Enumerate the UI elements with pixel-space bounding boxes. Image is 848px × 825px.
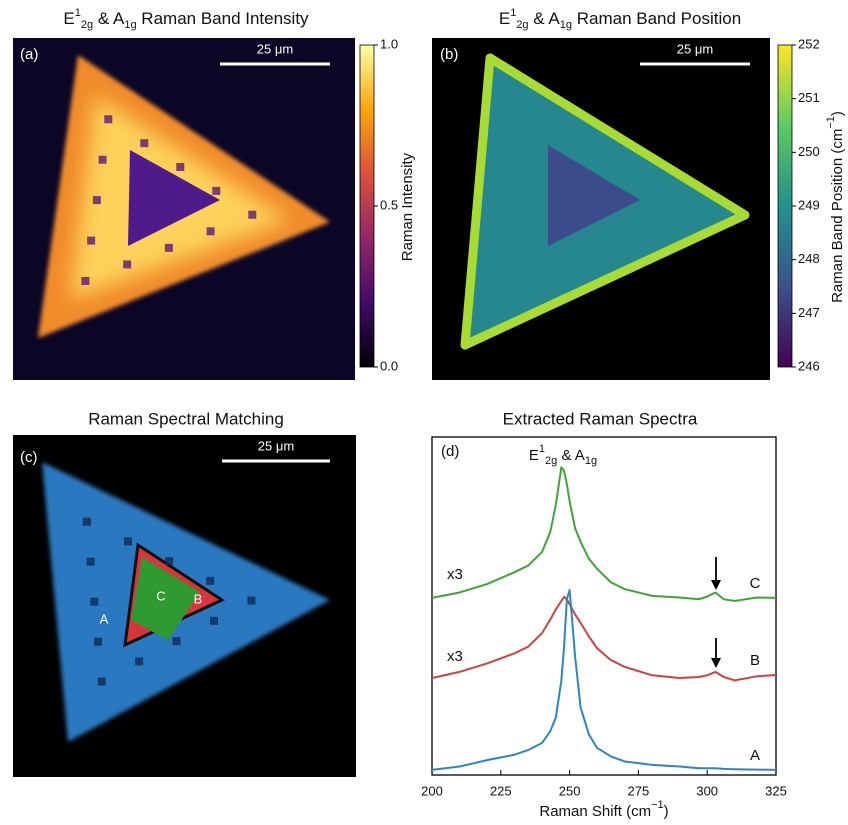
colorbar-tick-label: 1.0 (380, 36, 398, 51)
defect-dot (207, 227, 215, 235)
region-label: A (100, 611, 109, 626)
scale-bar-label: 25 μm (677, 41, 713, 56)
colorbar-tick-label: 246 (798, 358, 820, 373)
annotation: x3 (447, 566, 463, 583)
colorbar-tick-label: 249 (798, 197, 820, 212)
defect-dot (83, 518, 91, 526)
scale-bar-label: 25 μm (257, 41, 293, 56)
spectrum-line (432, 597, 776, 680)
colorbar-label-part: ) (829, 111, 846, 116)
peak-label-part: 1 (539, 443, 545, 455)
colorbar-label: Raman Band Position (cm−1) (825, 111, 846, 303)
x-axis-label-part: ) (664, 803, 669, 820)
colorbar-tick-label: 0.0 (380, 358, 398, 373)
legend-label: B (750, 652, 760, 669)
peak-label-part: E (529, 447, 539, 464)
panel-title-part: 1g (560, 19, 572, 31)
defect-dot (140, 139, 148, 147)
colorbar (778, 45, 792, 367)
panel-title: Extracted Raman Spectra (503, 409, 698, 428)
x-tick-label: 250 (559, 783, 581, 798)
panel-title-part: & A (529, 9, 561, 28)
peak-label: E12g & A1g (529, 443, 597, 467)
peak-label-part: & A (557, 447, 585, 464)
defect-dot (124, 537, 132, 545)
defect-dot (81, 277, 89, 285)
x-axis-label-part: Raman Shift (cm (539, 803, 651, 820)
defect-dot (93, 196, 101, 204)
defect-dot (165, 557, 173, 565)
colorbar-tick-label: 247 (798, 305, 820, 320)
colorbar-tick-label: 252 (798, 36, 820, 51)
panel-title-part: 1 (75, 7, 81, 19)
defect-dot (98, 678, 106, 686)
panel-title-part: 1g (124, 19, 136, 31)
defect-dot (87, 558, 95, 566)
panel-label: (c) (20, 449, 38, 466)
defect-dot (104, 115, 112, 123)
defect-dot (165, 244, 173, 252)
spectrum-line (432, 590, 776, 770)
legend-label: C (750, 575, 761, 592)
panel-title-part: Raman Band Position (572, 9, 741, 28)
panel-title-part: 2g (81, 19, 93, 31)
colorbar-tick-label: 0.5 (380, 197, 398, 212)
region-label: B (194, 591, 203, 606)
defect-dot (123, 260, 131, 268)
defect-dot (247, 597, 255, 605)
panel-label: (d) (441, 443, 459, 460)
defect-dot (173, 637, 181, 645)
panel-title: E12g & A1g Raman Band Intensity (63, 7, 309, 31)
x-tick-label: 300 (696, 783, 718, 798)
plot-frame (432, 437, 776, 775)
defect-dot (99, 156, 107, 164)
arrow-head (711, 658, 721, 668)
x-tick-label: 275 (628, 783, 650, 798)
panel-label: (b) (440, 46, 458, 63)
defect-dot (176, 163, 184, 171)
defect-dot (212, 187, 220, 195)
panel-title-part: E (499, 9, 510, 28)
colorbar-label: Raman Intensity (399, 152, 416, 261)
panel-title: E12g & A1g Raman Band Position (499, 7, 741, 31)
colorbar-label-part: −1 (825, 116, 837, 129)
panel-title-part: E (63, 9, 74, 28)
defect-dot (135, 657, 143, 665)
legend-label: A (750, 747, 760, 764)
x-axis-label: Raman Shift (cm−1) (539, 799, 668, 820)
arrow-head (711, 580, 721, 590)
colorbar (360, 45, 374, 367)
annotation: x3 (447, 648, 463, 665)
defect-dot (206, 577, 214, 585)
spectrum-line (432, 467, 776, 601)
peak-label-part: 1g (585, 455, 597, 467)
panel-title-part: 2g (516, 19, 528, 31)
defect-dot (210, 617, 218, 625)
peak-label-part: 2g (545, 455, 557, 467)
region-label: C (156, 588, 165, 603)
colorbar-tick-label: 250 (798, 144, 820, 159)
panel-title-part: & A (93, 9, 125, 28)
panel-title-part: 1 (510, 7, 516, 19)
colorbar-tick-label: 248 (798, 251, 820, 266)
defect-dot (94, 638, 102, 646)
colorbar-tick-label: 251 (798, 90, 820, 105)
panel-title-part: Raman Band Intensity (137, 9, 309, 28)
colorbar-label-part: Raman Band Position (cm (829, 129, 846, 303)
x-axis-label-part: −1 (651, 799, 664, 811)
defect-dot (90, 598, 98, 606)
figure: E12g & A1g Raman Band Intensity(a)25 μm0… (0, 0, 848, 825)
panel-title: Raman Spectral Matching (88, 409, 284, 428)
defect-dot (248, 211, 256, 219)
x-tick-label: 225 (490, 783, 512, 798)
scale-bar-label: 25 μm (258, 438, 294, 453)
panel-label: (a) (20, 46, 38, 63)
x-tick-label: 325 (765, 783, 787, 798)
defect-dot (87, 237, 95, 245)
x-tick-label: 200 (421, 783, 443, 798)
